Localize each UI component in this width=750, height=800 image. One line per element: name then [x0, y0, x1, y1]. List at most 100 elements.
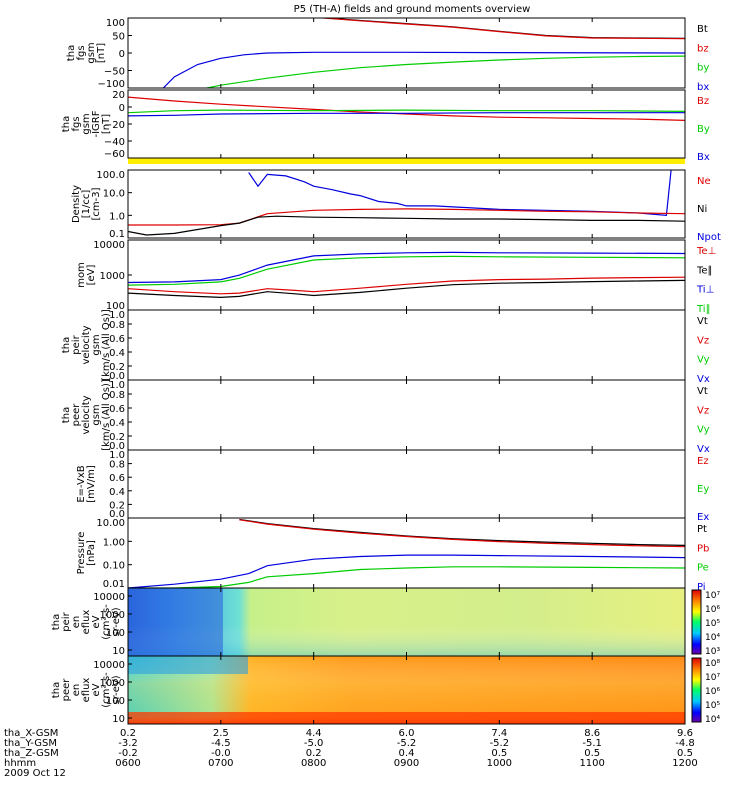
colorbar-tick-label: 10⁵ — [705, 701, 720, 711]
series-line-Npot — [248, 170, 672, 216]
y-axis-label-line: en — [71, 616, 82, 629]
y-axis-label-line: [nT] — [96, 43, 107, 63]
colorbar-tick-label: 10⁴ — [705, 633, 720, 643]
y-axis-label-line: eflux — [81, 678, 92, 703]
y-tick-label: 0.6 — [109, 404, 125, 415]
y-axis-label-line: [nPa] — [86, 540, 97, 566]
y-axis-label-line: peer — [71, 403, 82, 427]
legend-entry: Pb — [697, 543, 709, 554]
y-axis-label-line: sr-eV) — [111, 675, 122, 704]
series-line-Te∥ — [128, 279, 685, 299]
legend-entry: bz — [697, 43, 709, 54]
y-axis-label-line: peer — [61, 678, 72, 702]
series-line-Ti⊥ — [128, 251, 685, 284]
orbit-value: 0700 — [208, 758, 233, 769]
y-axis-label-line: fgs — [76, 45, 87, 60]
y-tick-label: 100 — [106, 628, 125, 639]
y-axis-label-line: [cm-3] — [91, 187, 102, 220]
ion-low-flux-region — [128, 588, 223, 656]
y-axis-label-line: peir — [71, 334, 82, 354]
y-axis-label-line: peir — [61, 611, 72, 631]
panel-frame — [127, 169, 686, 239]
colorbar-tick-label: 10⁷ — [705, 673, 720, 683]
plot-title: P5 (TH-A) fields and ground moments over… — [294, 4, 531, 15]
y-axis-label-line: fgs — [71, 116, 82, 131]
panel-2: 20 0 −20 −40−60 Bz By Bx thafgsgsm-IGRF[nT] — [61, 89, 710, 163]
y-axis-label-line: (cm²-s- — [101, 672, 112, 708]
y-tick-label: 0.6 — [109, 473, 125, 484]
panel-1: 100 50 0 −50−100 Bt bz by bx thafgsgsm[nT] — [66, 17, 709, 93]
y-axis-label: thapeirvelocitygsm[km/s (All Qs)] — [61, 309, 112, 381]
y-axis-label-line: tha — [66, 45, 77, 61]
series-line-bz — [315, 18, 685, 40]
y-tick-label: −40 — [104, 137, 125, 148]
series-line-By — [128, 109, 685, 114]
colorbar-tick-label: 10³ — [705, 647, 720, 657]
y-axis-label-line: [mV/m] — [86, 465, 97, 503]
series-line-by — [206, 55, 685, 88]
y-tick-label: 0.2 — [109, 362, 125, 373]
orbit-value: 1100 — [579, 758, 604, 769]
series-line-Ne — [128, 208, 685, 226]
y-axis-label: mom[eV] — [76, 262, 97, 288]
y-axis-label-line: tha — [51, 614, 62, 630]
y-axis-label-line: Pressure — [76, 532, 87, 575]
y-tick-label: −60 — [104, 149, 125, 160]
orbit-value: 6.0 — [399, 728, 415, 739]
orbit-value: 9.6 — [677, 728, 693, 739]
y-tick-label: 0.0 — [109, 509, 125, 520]
y-tick-label: 0.4 — [109, 487, 125, 498]
orbit-value: 1000 — [487, 758, 512, 769]
legend-entry: Ti⊥ — [696, 285, 714, 296]
y-tick-label: 10000 — [93, 240, 125, 251]
legend-entry: Pt — [697, 524, 707, 535]
y-tick-label: 10000 — [93, 592, 125, 603]
orbit-value: -5.0 — [304, 738, 324, 749]
y-axis-label: thafgsgsm[nT] — [66, 42, 107, 63]
orbit-value: -0.0 — [211, 748, 231, 759]
legend-entry: Bx — [697, 152, 710, 163]
orbit-row-label: tha_Y-GSM — [4, 738, 57, 749]
y-tick-label: 100 — [106, 18, 125, 29]
y-axis-label: thapeervelocitygsm[km/s (All Qs)] — [61, 379, 112, 451]
electron-low-energy-band — [128, 712, 685, 724]
y-axis-label: thapeirenefluxeV(cm²-s-sr-eV) — [51, 604, 122, 640]
orbit-value: 0.4 — [399, 748, 415, 759]
y-tick-label: 0.1 — [109, 229, 125, 240]
orbit-value: 0.2 — [306, 748, 322, 759]
y-axis-label-line: velocity — [81, 325, 92, 364]
colorbar-tick-label: 10⁶ — [705, 605, 720, 615]
legend-entry: Vy — [697, 425, 710, 436]
y-tick-label: −100 — [98, 79, 125, 90]
panel-6: 1.00.8 0.6 0.4 0.20.0 Vt Vz Vy Vx thapeervelocit… — [61, 379, 710, 455]
legend-entry: Bt — [697, 24, 708, 35]
y-tick-label: 1000 — [100, 271, 125, 282]
legend-entry: Ex — [697, 512, 709, 523]
y-axis-label-line: velocity — [81, 395, 92, 434]
orbit-value: 0.5 — [584, 748, 600, 759]
series-line-bx — [162, 51, 685, 88]
panel-5: 1.00.8 0.6 0.4 0.20.0 Vt Vz Vy Vx thapeirvelocit… — [61, 309, 710, 385]
y-axis-label: Density[1/cc][cm-3] — [71, 185, 102, 223]
orbit-value: -4.8 — [675, 738, 695, 749]
colorbar-tick-label: 10⁶ — [705, 687, 720, 697]
colorbar-tick-label: 10⁷ — [705, 591, 720, 601]
y-tick-label: 1.0 — [109, 380, 125, 391]
orbit-value: 7.4 — [491, 728, 507, 739]
y-tick-label: 1.0 — [109, 211, 125, 222]
y-axis-label-line: mom — [76, 262, 87, 288]
colorbar — [691, 589, 702, 655]
y-tick-label: 0.8 — [109, 460, 125, 471]
panel-frame — [127, 309, 686, 381]
panel-frame — [127, 89, 686, 159]
series-line-Bz — [128, 96, 685, 121]
y-tick-label: 0.8 — [109, 390, 125, 401]
y-axis-label-line: [km/s (All Qs)] — [101, 309, 112, 381]
series-line-Ni — [128, 215, 685, 236]
y-axis-label-line: [eV] — [86, 265, 97, 286]
y-tick-label: 0.0 — [109, 371, 125, 382]
y-axis-label: Pressure[nPa] — [76, 532, 97, 575]
series-line-Pe — [128, 566, 685, 588]
orbit-value: 0600 — [115, 758, 140, 769]
